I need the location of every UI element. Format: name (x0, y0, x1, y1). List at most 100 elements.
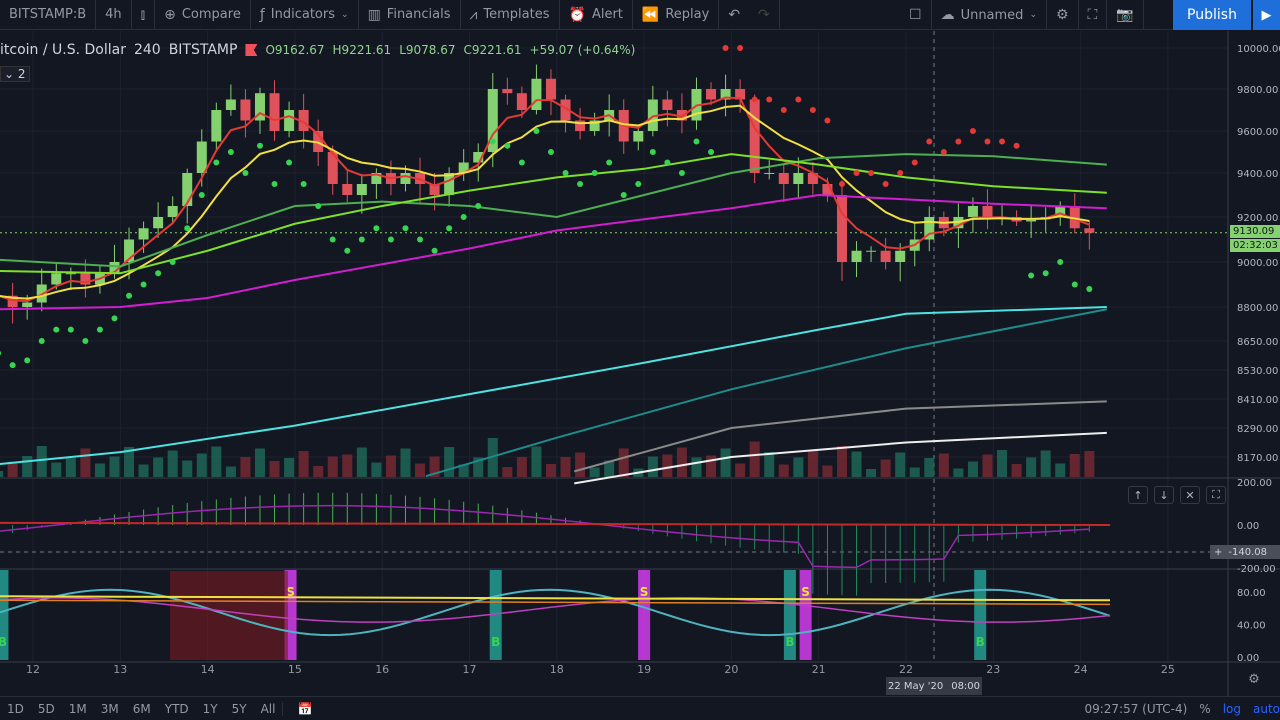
date-tick-label: 25 (1161, 663, 1175, 676)
range-all[interactable]: All (260, 701, 276, 716)
volume-bar (866, 469, 877, 477)
candle-body (51, 273, 62, 285)
publish-label: Publish (1187, 7, 1237, 23)
fx-icon: ƒ (259, 6, 265, 23)
plus-icon[interactable]: + (1214, 546, 1223, 558)
volume-bar (706, 455, 717, 477)
clock[interactable]: 09:27:57 (UTC-4) (1084, 701, 1188, 716)
play-button[interactable]: ▶ (1252, 0, 1280, 30)
volume-bar (1040, 450, 1051, 477)
range-5y[interactable]: 5Y (231, 701, 247, 716)
percent-toggle[interactable]: % (1199, 701, 1211, 716)
log-toggle[interactable]: log (1222, 701, 1241, 716)
volume-bar (36, 446, 47, 477)
date-tick-label: 13 (113, 663, 127, 676)
volume-bar (502, 467, 513, 477)
undo-button[interactable]: ↶ (719, 0, 749, 30)
close-icon[interactable]: ✕ (1180, 486, 1200, 504)
flag-icon[interactable] (245, 44, 258, 56)
osc-tick-label: 0.00 (1237, 653, 1259, 664)
range-1y[interactable]: 1Y (202, 701, 218, 716)
range-1d[interactable]: 1D (7, 701, 24, 716)
volume-bar (778, 464, 789, 477)
macd-line (0, 521, 1111, 526)
volume-bar (662, 454, 673, 477)
candle-body (764, 173, 775, 174)
candle-body (1026, 219, 1037, 222)
publish-button[interactable]: Publish (1173, 0, 1251, 30)
volume-bar (589, 467, 600, 477)
sar-dot (882, 181, 889, 187)
range-3m[interactable]: 3M (100, 701, 119, 716)
symbol-search[interactable]: BITSTAMP:B (0, 0, 97, 30)
date-tick-label: 12 (26, 663, 40, 676)
sar-dot (751, 96, 758, 103)
ma-magenta-line (0, 193, 1107, 311)
save-layout-button[interactable]: ☁ Unnamed ⌄ (932, 0, 1047, 30)
legend-open: O9162.67 (265, 43, 325, 57)
move-down-icon[interactable]: ↓ (1154, 486, 1174, 504)
range-ytd[interactable]: YTD (164, 701, 189, 716)
sar-dot (1057, 259, 1064, 265)
candle-body (80, 273, 91, 285)
sar-dot (940, 149, 947, 155)
sar-dot (664, 159, 671, 166)
candle-body (822, 184, 833, 195)
settings-button[interactable]: ⚙ (1047, 0, 1079, 30)
countdown: 02:32:03 (1233, 240, 1278, 251)
templates-label: Templates (483, 7, 550, 22)
signal-bar (974, 570, 987, 660)
financials-button[interactable]: ▥ Financials (359, 0, 461, 30)
volume-bar (1055, 463, 1066, 477)
sar-dot (417, 236, 424, 243)
candle-body (589, 120, 600, 131)
snapshot-button[interactable]: 📷 (1107, 0, 1144, 30)
candle-body (313, 131, 324, 152)
legend-exchange: BITSTAMP (168, 42, 238, 58)
chart-canvas[interactable]: 12 13 14 15 16 17 18 19 20 21 22 23 24 25 10000.00 9800… (0, 31, 1280, 696)
auto-toggle[interactable]: auto (1252, 701, 1280, 716)
replay-button[interactable]: ⏪ Replay (633, 0, 720, 30)
sar-dot (780, 107, 787, 113)
sar-dot (227, 149, 234, 155)
signal-bar (638, 570, 651, 660)
layout-button[interactable]: ☐ (900, 0, 932, 30)
date-tick-label: 22 (899, 663, 913, 676)
sar-dot (300, 181, 307, 187)
range-6m[interactable]: 6M (132, 701, 151, 716)
redo-button[interactable]: ↷ (749, 0, 780, 30)
volume-bar (444, 447, 455, 477)
macd-tick-label: -200.00 (1237, 564, 1276, 575)
candle-body (516, 93, 527, 110)
range-5d[interactable]: 5D (37, 701, 55, 716)
alarm-clock-icon: ⏰ (568, 6, 586, 23)
goto-date-icon[interactable]: 📅 (282, 701, 319, 716)
candle-body (240, 99, 251, 121)
sar-dot (722, 45, 729, 51)
sar-dot (897, 170, 904, 176)
fullscreen-button[interactable]: ⛶ (1079, 0, 1108, 30)
volume-bar (967, 461, 978, 477)
sar-dot (838, 181, 845, 187)
signal-label: S (801, 585, 810, 599)
volume-bar (0, 471, 4, 477)
move-up-icon[interactable]: ↑ (1128, 486, 1148, 504)
date-tick-label: 14 (201, 663, 215, 676)
maximize-icon[interactable]: ⛶ (1206, 486, 1226, 504)
sar-dot (1086, 286, 1093, 292)
indicators-collapse-button[interactable]: ⌄ 2 (0, 66, 30, 82)
templates-button[interactable]: ⩘ Templates (461, 0, 560, 30)
compare-button[interactable]: ⊕ Compare (155, 0, 251, 30)
indicators-button[interactable]: ƒ Indicators ⌄ (251, 0, 359, 30)
candles-icon: ⫾ (140, 6, 146, 23)
range-1m[interactable]: 1M (68, 701, 87, 716)
volume-bar (982, 454, 993, 477)
candle-body (473, 152, 484, 163)
volume-bar (560, 457, 571, 477)
alert-button[interactable]: ⏰ Alert (560, 0, 633, 30)
volume-bar (400, 448, 411, 477)
interval-button[interactable]: 4h (96, 0, 132, 30)
chart-style-button[interactable]: ⫾ (132, 0, 156, 30)
volume-bar (356, 447, 367, 477)
volume-bar (1026, 457, 1037, 477)
